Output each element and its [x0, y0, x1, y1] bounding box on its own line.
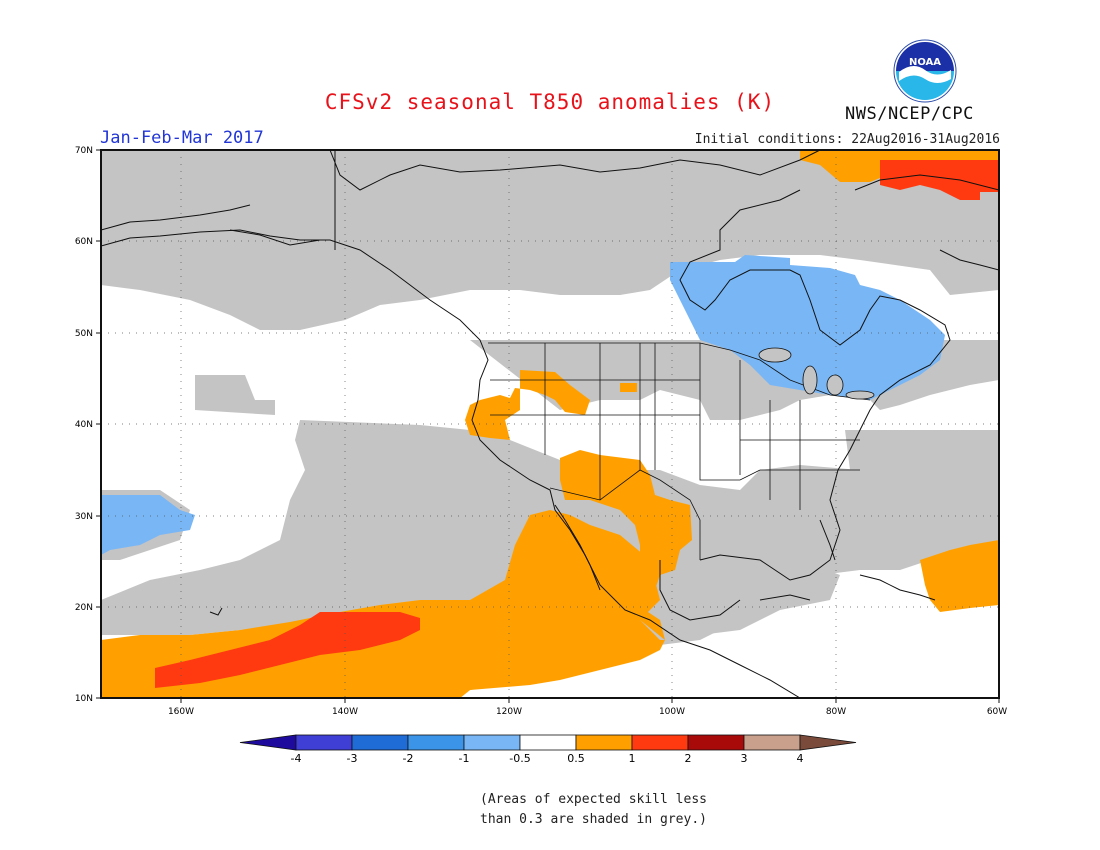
lat-label: 70N [75, 146, 93, 156]
colorbar-label: -4 [291, 752, 302, 765]
anomaly-map: 70N 60N 50N 40N 30N 20N 10N 160W 140W 12… [75, 146, 1007, 765]
hot-anomaly-areas [155, 160, 999, 688]
colorbar-swatch [575, 734, 633, 751]
lat-label: 40N [75, 420, 93, 430]
lat-label: 10N [75, 694, 93, 704]
colorbar-swatch [351, 734, 409, 751]
colorbar-label: 0.5 [567, 752, 585, 765]
colorbar-swatch [687, 734, 745, 751]
colorbar-max-arrow [799, 734, 857, 751]
lon-label: 160W [168, 707, 194, 717]
lat-label: 20N [75, 603, 93, 613]
political-boundaries [488, 342, 871, 560]
colorbar-label: -2 [403, 752, 414, 765]
colorbar-label: 3 [741, 752, 748, 765]
colorbar-label: 1 [629, 752, 636, 765]
noaa-logo: NOAA [893, 39, 957, 103]
colorbar-swatch [631, 734, 689, 751]
graticule [101, 150, 999, 698]
logo-text: NOAA [909, 57, 941, 68]
agency-label: NWS/NCEP/CPC [845, 104, 974, 124]
colorbar-label: -1 [459, 752, 470, 765]
note-line: (Areas of expected skill less [480, 792, 707, 807]
latitude-labels: 70N 60N 50N 40N 30N 20N 10N [75, 146, 93, 704]
colorbar-min-arrow [239, 734, 297, 751]
map-title: CFSv2 seasonal T850 anomalies (K) [324, 90, 776, 114]
colorbar-labels: -4 -3 -2 -1 -0.5 0.5 1 2 3 4 [291, 752, 804, 765]
colorbar-swatch [407, 734, 465, 751]
lon-label: 80W [826, 707, 846, 717]
note-line: than 0.3 are shaded in grey.) [480, 812, 707, 827]
coastlines [101, 150, 999, 698]
lon-label: 60W [987, 707, 1007, 717]
colorbar-swatch [295, 734, 353, 751]
longitude-labels: 160W 140W 120W 100W 80W 60W [168, 707, 1007, 717]
lat-label: 60N [75, 237, 93, 247]
colorbar [239, 734, 857, 751]
colorbar-swatch [463, 734, 521, 751]
colorbar-swatch [743, 734, 801, 751]
lon-label: 140W [332, 707, 358, 717]
skill-note: (Areas of expected skill less than 0.3 a… [0, 790, 1100, 830]
colorbar-label: 2 [685, 752, 692, 765]
great-lakes [758, 347, 875, 400]
colorbar-label: 4 [797, 752, 804, 765]
lat-label: 50N [75, 329, 93, 339]
lon-label: 120W [496, 707, 522, 717]
colorbar-label: -0.5 [509, 752, 530, 765]
axis-ticks [96, 149, 1000, 703]
lon-label: 100W [659, 707, 685, 717]
cold-anomaly-area [101, 255, 945, 555]
initial-conditions: Initial conditions: 22Aug2016-31Aug2016 [694, 132, 1000, 147]
forecast-period: Jan-Feb-Mar 2017 [100, 128, 264, 148]
lat-label: 30N [75, 512, 93, 522]
colorbar-label: -3 [347, 752, 358, 765]
colorbar-swatch [519, 734, 577, 751]
